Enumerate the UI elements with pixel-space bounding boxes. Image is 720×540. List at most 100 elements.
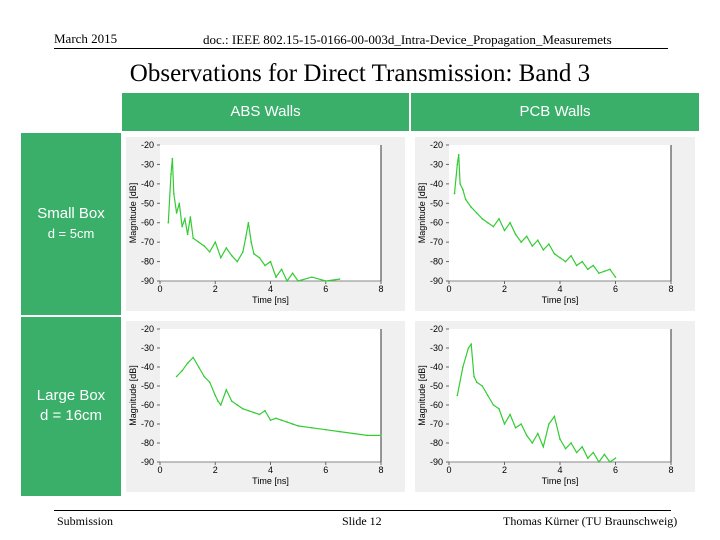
data-point — [253, 253, 255, 255]
data-point — [286, 280, 288, 282]
data-point — [208, 251, 211, 253]
header-date: March 2015 — [54, 31, 118, 46]
col-header-pcb: PCB Walls — [411, 93, 699, 131]
data-point — [214, 241, 217, 243]
x-tick-label: 8 — [378, 284, 383, 294]
x-tick-label: 0 — [446, 284, 451, 294]
data-point — [614, 457, 617, 459]
data-point — [614, 276, 617, 278]
data-point — [258, 413, 261, 416]
data-point — [181, 370, 183, 372]
data-point — [264, 264, 266, 267]
y-tick-label: -90 — [430, 457, 443, 467]
data-point — [592, 451, 595, 454]
y-tick-label: -60 — [430, 218, 443, 228]
y-tick-label: -70 — [141, 237, 154, 247]
data-point — [462, 188, 464, 191]
data-point — [247, 221, 250, 224]
row-large-distance: d = 16cm — [39, 407, 103, 424]
slide-title: Observations for Direct Transmission: Ba… — [129, 60, 591, 87]
data-point — [280, 268, 283, 271]
data-point — [586, 268, 589, 271]
row-header-large: Large Box d = 16cm — [21, 317, 121, 496]
data-point — [559, 256, 561, 259]
data-point — [459, 183, 461, 185]
data-point — [581, 446, 583, 448]
data-point — [186, 233, 189, 236]
y-tick-label: -50 — [141, 381, 154, 391]
data-point — [603, 453, 606, 456]
y-tick-label: -90 — [430, 276, 443, 286]
data-point — [462, 366, 464, 368]
x-tick-label: 6 — [323, 284, 328, 294]
data-point — [170, 173, 172, 175]
row-header-small: Small Box d = 5cm — [21, 133, 121, 315]
data-point — [559, 438, 561, 440]
data-point — [264, 409, 266, 412]
footer-divider — [54, 510, 671, 511]
x-tick-label: 8 — [378, 465, 383, 475]
data-point — [324, 280, 327, 282]
y-tick-label: -40 — [430, 362, 443, 372]
x-tick-label: 4 — [557, 284, 562, 294]
y-tick-label: -40 — [141, 179, 154, 189]
data-point — [269, 260, 272, 263]
data-point — [366, 434, 368, 437]
data-point — [297, 425, 299, 427]
header-doc-id: doc.: IEEE 802.15-15-0166-00-003d_Intra-… — [203, 32, 612, 47]
data-point — [250, 241, 252, 243]
data-point — [311, 427, 313, 429]
data-point — [253, 411, 255, 414]
y-axis-label: Magnitude [dB] — [128, 365, 138, 426]
x-axis-label: Time [ns] — [542, 295, 579, 305]
y-tick-label: -90 — [141, 457, 154, 467]
data-point — [609, 461, 611, 463]
data-point — [575, 264, 578, 267]
x-tick-label: 4 — [557, 465, 562, 475]
y-tick-label: -40 — [430, 179, 443, 189]
data-point — [586, 457, 589, 459]
data-point — [189, 216, 192, 218]
data-point — [492, 404, 495, 406]
data-point — [338, 430, 341, 433]
data-point — [197, 366, 200, 368]
plot-area — [449, 329, 671, 462]
y-tick-label: -30 — [430, 159, 443, 169]
x-tick-label: 8 — [668, 465, 673, 475]
data-point — [208, 381, 211, 383]
data-point — [487, 394, 489, 397]
data-point — [280, 419, 283, 421]
panel-large-pcb: -20 -30 -40 -50 -60 -70 -80 -90 0 2 4 6 8 Time [ns] Ma… — [411, 317, 699, 496]
data-point — [225, 389, 228, 391]
y-axis-label: Magnitude [dB] — [128, 183, 138, 244]
data-point — [171, 157, 174, 160]
data-point — [258, 256, 261, 259]
data-point — [197, 241, 200, 243]
y-tick-label: -50 — [141, 198, 154, 208]
data-point — [498, 218, 500, 220]
data-point — [548, 243, 550, 245]
y-tick-label: -80 — [430, 257, 443, 267]
data-point — [311, 276, 313, 278]
chart-large-abs: -20 -30 -40 -50 -60 -70 -80 -900 2 4 6 8 Time [ns] Ma… — [126, 321, 405, 492]
data-point — [487, 221, 489, 224]
data-point — [464, 198, 467, 201]
panel-small-pcb: -20 -30 -40 -50 -60 -70 -80 -90 0 2 4 6 8 Time [ns] Ma… — [411, 133, 699, 315]
data-point — [492, 225, 495, 228]
y-tick-label: -80 — [430, 438, 443, 448]
y-tick-label: -90 — [141, 276, 154, 286]
x-tick-label: 6 — [613, 465, 618, 475]
data-point — [236, 404, 239, 406]
y-tick-label: -20 — [141, 140, 154, 150]
data-point — [592, 264, 595, 267]
data-point — [514, 427, 517, 429]
data-point — [291, 423, 294, 425]
data-point — [553, 253, 556, 255]
x-tick-label: 6 — [613, 284, 618, 294]
data-point — [269, 419, 272, 421]
data-point — [509, 413, 511, 416]
data-point — [548, 423, 550, 425]
data-point — [297, 280, 299, 282]
data-point — [581, 260, 583, 263]
y-tick-label: -30 — [141, 343, 154, 353]
